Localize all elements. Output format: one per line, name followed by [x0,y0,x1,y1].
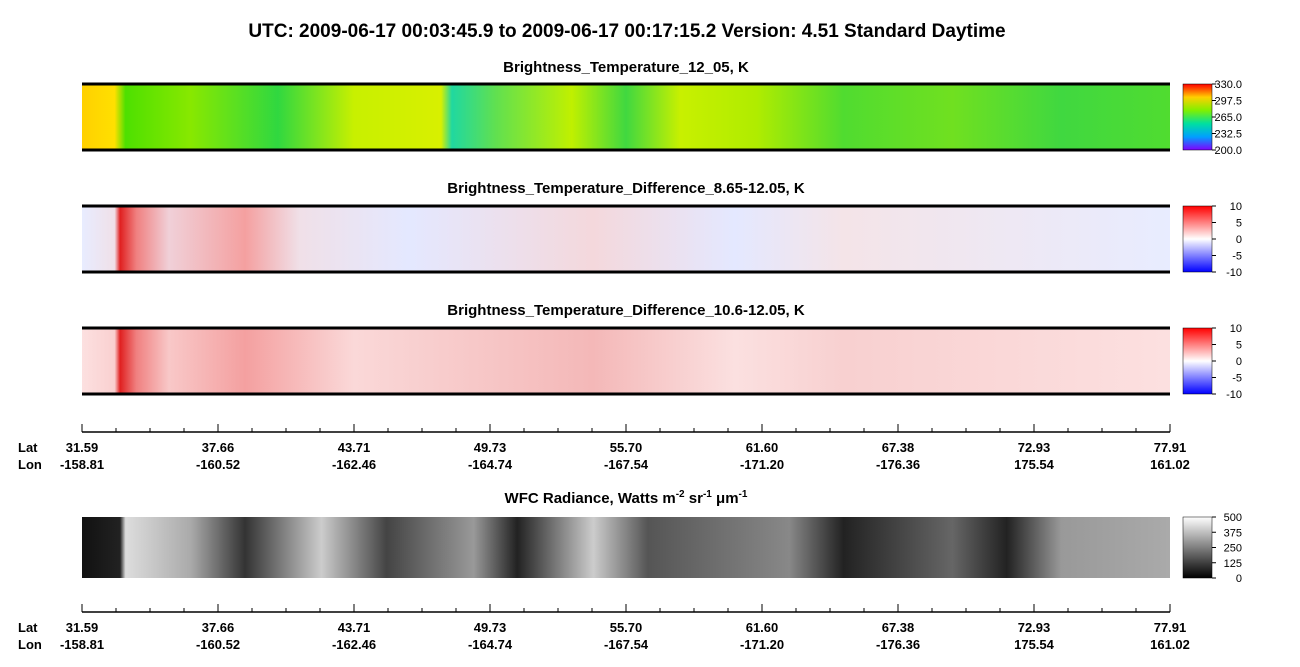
colorbar-tick-label: 10 [1230,201,1242,213]
lat-value: 31.59 [66,440,99,455]
figure-title: UTC: 2009-06-17 00:03:45.9 to 2009-06-17… [248,21,1005,42]
colorbar-tick-label: 200.0 [1214,145,1242,157]
lon-value: -158.81 [60,457,104,472]
colorbar-tick-label: 297.5 [1214,96,1242,108]
lon-value: -164.74 [468,457,513,472]
superscript: -1 [703,489,712,500]
panel-title: WFC Radiance, Watts m-2 sr-1 μm-1 [505,489,748,507]
lat-label: Lat [18,440,38,455]
lat-value: 49.73 [474,620,507,635]
colorbar-tick-label: -10 [1226,389,1242,401]
panel-title: Brightness_Temperature_Difference_10.6-1… [447,302,805,319]
title-part: μm [712,490,739,507]
lat-value: 55.70 [610,440,643,455]
lat-value: 72.93 [1018,440,1051,455]
lon-value: -160.52 [196,637,240,652]
lon-value: 175.54 [1014,637,1055,652]
lat-value: 49.73 [474,440,507,455]
lon-label: Lon [18,637,42,652]
lat-value: 43.71 [338,620,371,635]
lat-value: 67.38 [882,620,915,635]
lon-value: -162.46 [332,457,376,472]
image-swath [82,517,1170,578]
title-part: sr [685,490,704,507]
image-swath [82,84,1170,150]
lon-value: -171.20 [740,457,784,472]
colorbar [1182,83,1213,151]
lat-value: 77.91 [1154,620,1187,635]
lon-label: Lon [18,457,42,472]
colorbar-tick-label: 250 [1224,543,1242,555]
colorbar-tick-label: 375 [1224,527,1242,539]
lon-value: -167.54 [604,637,649,652]
image-swath [82,206,1170,272]
image-swath [82,328,1170,394]
colorbar-tick-label: 0 [1236,356,1242,368]
lon-value: -162.46 [332,637,376,652]
lon-value: -167.54 [604,457,649,472]
lon-value: 175.54 [1014,457,1055,472]
lat-value: 67.38 [882,440,915,455]
lat-value: 37.66 [202,620,235,635]
colorbar-tick-label: 5 [1236,218,1242,230]
lat-value: 61.60 [746,620,779,635]
colorbar-tick-label: 265.0 [1214,112,1242,124]
lon-value: -158.81 [60,637,104,652]
lat-value: 61.60 [746,440,779,455]
lat-value: 43.71 [338,440,371,455]
lon-value: 161.02 [1150,457,1190,472]
lon-value: 161.02 [1150,637,1190,652]
lat-value: 55.70 [610,620,643,635]
colorbar [1182,205,1213,273]
lat-label: Lat [18,620,38,635]
colorbar-tick-label: 232.5 [1214,129,1242,141]
lat-value: 77.91 [1154,440,1187,455]
colorbar-tick-label: 0 [1236,234,1242,246]
superscript: -1 [739,489,748,500]
colorbar-tick-label: 125 [1224,558,1242,570]
colorbar-tick-label: 500 [1224,512,1242,524]
lat-value: 72.93 [1018,620,1051,635]
colorbar [1182,327,1213,395]
panel-title: Brightness_Temperature_Difference_8.65-1… [447,180,805,197]
lat-value: 31.59 [66,620,99,635]
colorbar-tick-label: 330.0 [1214,79,1242,91]
colorbar-tick-label: -10 [1226,267,1242,279]
colorbar-tick-label: 10 [1230,323,1242,335]
colorbar-tick-label: 0 [1236,573,1242,585]
panel-title: Brightness_Temperature_12_05, K [503,59,749,76]
lon-value: -176.36 [876,637,920,652]
lon-value: -171.20 [740,637,784,652]
lon-value: -160.52 [196,457,240,472]
colorbar-tick-label: -5 [1232,373,1242,385]
colorbar-tick-label: 5 [1236,340,1242,352]
title-part: WFC Radiance, Watts m [505,490,676,507]
superscript: -2 [676,489,685,500]
lon-value: -164.74 [468,637,513,652]
colorbar [1182,516,1213,579]
colorbar-tick-label: -5 [1232,251,1242,263]
lat-value: 37.66 [202,440,235,455]
lon-value: -176.36 [876,457,920,472]
